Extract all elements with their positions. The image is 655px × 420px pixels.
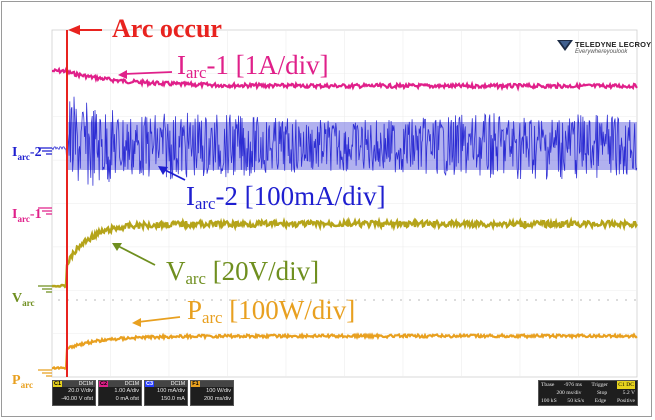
trigger-channel: C1 DC (617, 381, 635, 389)
channel-ground-markers (38, 147, 52, 377)
tbase-samples: 100 kS (541, 398, 557, 404)
iarc1-trace-label: Iarc-1 [1A/div] (177, 50, 329, 83)
channel-c3-offset: 150.0 mA (161, 396, 185, 402)
ground-marker-icon (38, 207, 52, 215)
tbase-srate: 50 kS/s (567, 398, 585, 404)
channel-c2-box[interactable]: C2 DC1M 1.00 A/div 0 mA ofst (98, 380, 142, 406)
side-label-iarc1: Iarc-1 (12, 207, 42, 224)
channel-c2-number: C2 (99, 381, 108, 387)
varc-waveform (51, 216, 639, 289)
parc-waveform (51, 332, 638, 371)
function-f1-box[interactable]: F1 100 W/div 200 ms/div (190, 380, 234, 406)
trigger-type: Edge (594, 398, 607, 404)
ground-marker-icon (38, 147, 52, 155)
iarc2-trace-label: Iarc-2 [100mA/div] (186, 181, 386, 214)
function-f1-number: F1 (191, 381, 200, 387)
channel-c3-coupling: DC1M (154, 381, 187, 387)
channel-status-bar: C1 DC1M 20.0 V/div -40.00 V ofst C2 DC1M 1… (52, 380, 252, 406)
arc-occur-title: Arc occur (112, 14, 222, 43)
lecroy-logo-icon (557, 40, 573, 51)
trigger-level: 5.2 V (622, 390, 635, 396)
iarc2-waveform (51, 96, 638, 186)
label-arrows (112, 70, 186, 327)
channel-c1-box[interactable]: C1 DC1M 20.0 V/div -40.00 V ofst (52, 380, 96, 406)
varc-trace-label: Varc [20V/div] (166, 256, 320, 289)
ground-marker-icon (38, 285, 52, 293)
iarc1-waveform (52, 66, 638, 92)
trigger-mode: Stop (596, 390, 608, 396)
trigger-slope: Positive (616, 398, 635, 404)
tbase-offset: -976 ms (563, 382, 582, 388)
logo-title: TELEDYNE LECROY (575, 40, 652, 49)
channel-c3-scale: 100 mA/div (157, 388, 185, 394)
timebase-box[interactable]: Tbase -976 ms Trigger C1 DC 200 ms/div Stop 5… (538, 380, 638, 406)
logo-tagline: Everywhereyoulook (575, 49, 628, 55)
channel-c3-box[interactable]: C3 DC1M 100 mA/div 150.0 mA (144, 380, 188, 406)
tbase-rate: 200 ms/div (556, 390, 582, 396)
channel-c3-number: C3 (145, 381, 154, 387)
channel-c1-offset: -40.00 V ofst (61, 396, 93, 402)
channel-c2-offset: 0 mA ofst (115, 396, 139, 402)
side-label-iarc2: Iarc-2 (12, 145, 42, 162)
channel-c1-coupling: DC1M (62, 381, 95, 387)
ground-marker-icon (38, 369, 52, 377)
channel-c2-coupling: DC1M (108, 381, 141, 387)
function-f1-scale: 100 W/div (206, 388, 231, 394)
side-label-parc: Parc (12, 373, 34, 390)
channel-c1-scale: 20.0 V/div (68, 388, 93, 394)
parc-trace-label: Parc [100W/div] (187, 295, 356, 328)
function-f1-timebase: 200 ms/div (203, 396, 231, 402)
function-f1-tag (200, 381, 233, 387)
teledyne-lecroy-logo: TELEDYNE LECROY Everywhereyoulook (557, 38, 651, 60)
tbase-label: Tbase (541, 382, 555, 388)
trigger-label: Trigger (591, 382, 608, 388)
side-label-varc: Varc (12, 291, 35, 308)
channel-c2-scale: 1.00 A/div (114, 388, 139, 394)
arc-arrow (68, 25, 102, 35)
iarc2-envelope (67, 122, 637, 170)
channel-c1-number: C1 (53, 381, 62, 387)
waveforms (51, 66, 639, 371)
